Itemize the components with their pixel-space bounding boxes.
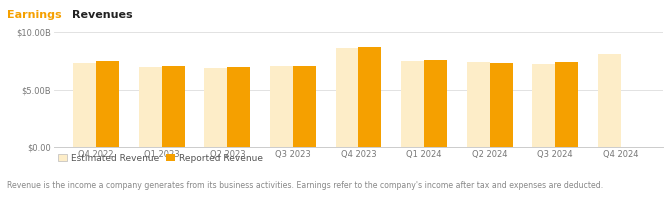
Bar bbox=[227, 67, 251, 147]
Text: Revenue is the income a company generates from its business activities. Earnings: Revenue is the income a company generate… bbox=[7, 180, 603, 190]
Text: Revenues: Revenues bbox=[72, 10, 133, 20]
Bar bbox=[358, 47, 381, 147]
Text: Earnings: Earnings bbox=[7, 10, 62, 20]
Bar bbox=[598, 54, 620, 147]
Bar bbox=[293, 66, 316, 147]
Bar bbox=[466, 62, 490, 147]
Bar bbox=[73, 63, 96, 147]
Bar bbox=[336, 48, 358, 147]
Bar bbox=[424, 60, 447, 147]
Legend: Estimated Revenue, Reported Revenue: Estimated Revenue, Reported Revenue bbox=[58, 154, 263, 163]
Bar bbox=[532, 64, 555, 147]
Bar bbox=[270, 66, 293, 147]
Bar bbox=[96, 61, 119, 147]
Bar bbox=[204, 68, 227, 147]
Bar bbox=[161, 66, 185, 147]
Bar bbox=[139, 67, 161, 147]
Bar bbox=[555, 62, 578, 147]
Bar bbox=[490, 63, 513, 147]
Bar bbox=[401, 61, 424, 147]
